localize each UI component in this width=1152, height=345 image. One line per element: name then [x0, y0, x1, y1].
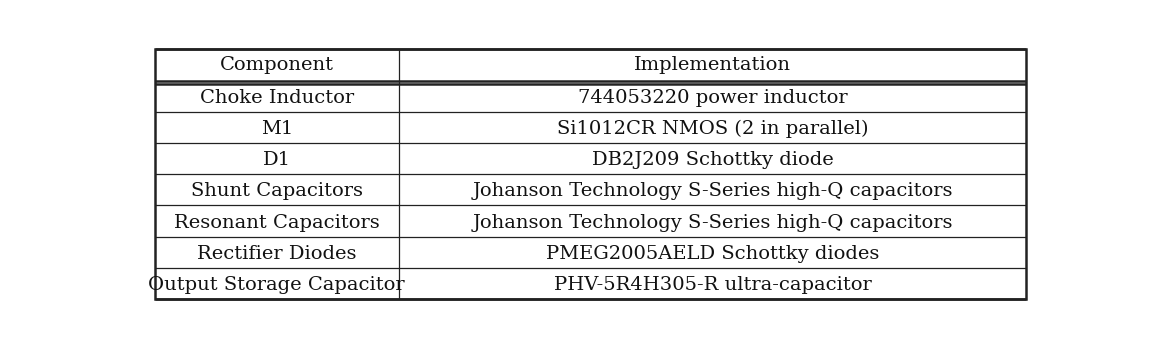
Text: Implementation: Implementation: [634, 56, 791, 74]
Bar: [154, 143, 399, 174]
Bar: [399, 268, 1026, 299]
Text: Johanson Technology S-Series high-Q capacitors: Johanson Technology S-Series high-Q capa…: [472, 183, 953, 200]
Bar: [154, 112, 399, 143]
Text: Shunt Capacitors: Shunt Capacitors: [191, 183, 363, 200]
Text: Component: Component: [220, 56, 334, 74]
Bar: [399, 205, 1026, 237]
Text: Choke Inductor: Choke Inductor: [199, 89, 354, 107]
Text: PHV-5R4H305-R ultra-capacitor: PHV-5R4H305-R ultra-capacitor: [553, 276, 871, 294]
Text: M1: M1: [260, 120, 293, 138]
Text: PMEG2005AELD Schottky diodes: PMEG2005AELD Schottky diodes: [546, 245, 879, 263]
Bar: [399, 49, 1026, 81]
Bar: [399, 237, 1026, 268]
Text: D1: D1: [263, 151, 290, 169]
Text: Resonant Capacitors: Resonant Capacitors: [174, 214, 379, 231]
Text: Johanson Technology S-Series high-Q capacitors: Johanson Technology S-Series high-Q capa…: [472, 214, 953, 231]
Bar: [154, 174, 399, 205]
Bar: [399, 143, 1026, 174]
Text: Output Storage Capacitor: Output Storage Capacitor: [149, 276, 406, 294]
Bar: [154, 205, 399, 237]
Bar: [399, 112, 1026, 143]
Text: Si1012CR NMOS (2 in parallel): Si1012CR NMOS (2 in parallel): [556, 120, 869, 138]
Text: 744053220 power inductor: 744053220 power inductor: [577, 89, 847, 107]
Bar: [154, 237, 399, 268]
Text: Rectifier Diodes: Rectifier Diodes: [197, 245, 356, 263]
Bar: [399, 81, 1026, 112]
Bar: [154, 268, 399, 299]
Bar: [399, 174, 1026, 205]
Text: DB2J209 Schottky diode: DB2J209 Schottky diode: [591, 151, 833, 169]
Bar: [154, 81, 399, 112]
Bar: [154, 49, 399, 81]
